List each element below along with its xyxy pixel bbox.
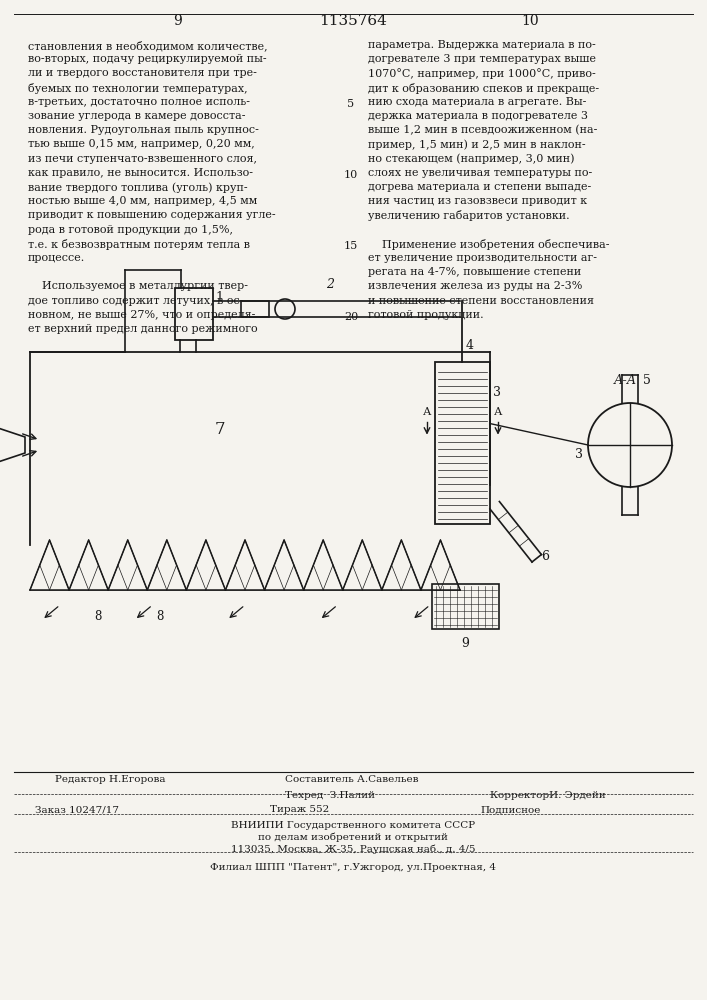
Text: параметра. Выдержка материала в по-: параметра. Выдержка материала в по-	[368, 40, 596, 50]
Text: 3: 3	[493, 385, 501, 398]
Text: 9: 9	[461, 637, 469, 650]
Text: ния частиц из газовзвеси приводит к: ния частиц из газовзвеси приводит к	[368, 196, 587, 206]
Text: Применение изобретения обеспечива-: Применение изобретения обеспечива-	[368, 239, 609, 250]
Text: 7: 7	[215, 422, 226, 438]
Text: 10: 10	[344, 170, 358, 180]
Bar	[432, 584, 499, 629]
Text: догревателе 3 при температурах выше: догревателе 3 при температурах выше	[368, 54, 596, 64]
Text: т.е. к безвозвратным потерям тепла в: т.е. к безвозвратным потерям тепла в	[28, 239, 250, 250]
Text: процессе.: процессе.	[28, 253, 86, 263]
Text: выше 1,2 мин в псевдоожиженном (на-: выше 1,2 мин в псевдоожиженном (на-	[368, 125, 597, 136]
Text: вание твердого топлива (уголь) круп-: вание твердого топлива (уголь) круп-	[28, 182, 247, 193]
Text: догрева материала и степени выпаде-: догрева материала и степени выпаде-	[368, 182, 591, 192]
Text: А: А	[423, 407, 431, 417]
Text: Редактор Н.Егорова: Редактор Н.Егорова	[55, 776, 165, 784]
Text: нию схода материала в агрегате. Вы-: нию схода материала в агрегате. Вы-	[368, 97, 586, 107]
Text: 1070°С, например, при 1000°С, приво-: 1070°С, например, при 1000°С, приво-	[368, 68, 596, 79]
Text: и повышение степени восстановления: и повышение степени восстановления	[368, 296, 594, 306]
Text: в-третьих, достаточно полное исполь-: в-третьих, достаточно полное исполь-	[28, 97, 250, 107]
Text: готовой продукции.: готовой продукции.	[368, 310, 484, 320]
Text: ет увеличение производительности аг-: ет увеличение производительности аг-	[368, 253, 597, 263]
Text: 8: 8	[156, 609, 164, 622]
Text: 15: 15	[344, 241, 358, 251]
Bar	[241, 301, 269, 317]
Text: 20: 20	[344, 312, 358, 322]
Text: буемых по технологии температурах,: буемых по технологии температурах,	[28, 83, 247, 94]
Text: рода в готовой продукции до 1,5%,: рода в готовой продукции до 1,5%,	[28, 225, 233, 235]
Text: 113035, Москва, Ж-35, Раушская наб., д. 4/5: 113035, Москва, Ж-35, Раушская наб., д. …	[230, 844, 475, 854]
Text: Техред  З.Палий: Техред З.Палий	[285, 790, 375, 800]
Text: новления. Рудоугольная пыль крупнос-: новления. Рудоугольная пыль крупнос-	[28, 125, 259, 135]
Text: как правило, не выносится. Использо-: как правило, не выносится. Использо-	[28, 168, 253, 178]
Text: ностью выше 4,0 мм, например, 4,5 мм: ностью выше 4,0 мм, например, 4,5 мм	[28, 196, 257, 206]
Text: Составитель А.Савельев: Составитель А.Савельев	[285, 776, 419, 784]
Text: 5: 5	[643, 374, 651, 387]
Text: 2: 2	[326, 278, 334, 291]
Bar	[435, 362, 490, 524]
Text: из печи ступенчато-взвешенного слоя,: из печи ступенчато-взвешенного слоя,	[28, 154, 257, 164]
Bar	[175, 288, 213, 340]
Text: А-А: А-А	[614, 374, 636, 387]
Text: 1: 1	[215, 291, 223, 304]
Text: слоях не увеличивая температуры по-: слоях не увеличивая температуры по-	[368, 168, 592, 178]
Text: Тираж 552: Тираж 552	[270, 806, 329, 814]
Text: но стекающем (например, 3,0 мин): но стекающем (например, 3,0 мин)	[368, 154, 575, 164]
Text: 8: 8	[94, 609, 102, 622]
Text: дит к образованию спеков и прекраще-: дит к образованию спеков и прекраще-	[368, 83, 599, 94]
Text: 10: 10	[521, 14, 539, 28]
Text: во-вторых, подачу рециркулируемой пы-: во-вторых, подачу рециркулируемой пы-	[28, 54, 267, 64]
Text: Используемое в металлургии твер-: Используемое в металлургии твер-	[28, 281, 248, 291]
Text: новном, не выше 27%, что и определя-: новном, не выше 27%, что и определя-	[28, 310, 255, 320]
Text: ет верхний предел данного режимного: ет верхний предел данного режимного	[28, 324, 257, 334]
Text: 1135764: 1135764	[319, 14, 387, 28]
Text: увеличению габаритов установки.: увеличению габаритов установки.	[368, 210, 570, 221]
Text: 6: 6	[541, 550, 549, 564]
Text: 5: 5	[347, 99, 355, 109]
Text: Филиал ШПП "Патент", г.Ужгород, ул.Проектная, 4: Филиал ШПП "Патент", г.Ужгород, ул.Проек…	[210, 863, 496, 872]
Text: Заказ 10247/17: Заказ 10247/17	[35, 806, 119, 814]
Text: КорректорИ. Эрдейи: КорректорИ. Эрдейи	[490, 790, 606, 800]
Text: Подписное: Подписное	[480, 806, 540, 814]
Text: регата на 4-7%, повышение степени: регата на 4-7%, повышение степени	[368, 267, 581, 277]
Text: ВНИИПИ Государственного комитета СССР: ВНИИПИ Государственного комитета СССР	[231, 820, 475, 830]
Text: 9: 9	[173, 14, 182, 28]
Text: А: А	[493, 407, 502, 417]
Text: держка материала в подогревателе 3: держка материала в подогревателе 3	[368, 111, 588, 121]
Text: тью выше 0,15 мм, например, 0,20 мм,: тью выше 0,15 мм, например, 0,20 мм,	[28, 139, 255, 149]
Text: пример, 1,5 мин) и 2,5 мин в наклон-: пример, 1,5 мин) и 2,5 мин в наклон-	[368, 139, 585, 150]
Text: дое топливо содержит летучих, в ос-: дое топливо содержит летучих, в ос-	[28, 296, 243, 306]
Text: 3: 3	[575, 448, 583, 462]
Text: зование углерода в камере довосста-: зование углерода в камере довосста-	[28, 111, 245, 121]
Text: ли и твердого восстановителя при тре-: ли и твердого восстановителя при тре-	[28, 68, 257, 78]
Text: извлечения железа из руды на 2-3%: извлечения железа из руды на 2-3%	[368, 281, 583, 291]
Text: 4: 4	[466, 339, 474, 352]
Text: по делам изобретений и открытий: по делам изобретений и открытий	[258, 832, 448, 842]
Text: приводит к повышению содержания угле-: приводит к повышению содержания угле-	[28, 210, 276, 220]
Text: становления в необходимом количестве,: становления в необходимом количестве,	[28, 40, 268, 51]
